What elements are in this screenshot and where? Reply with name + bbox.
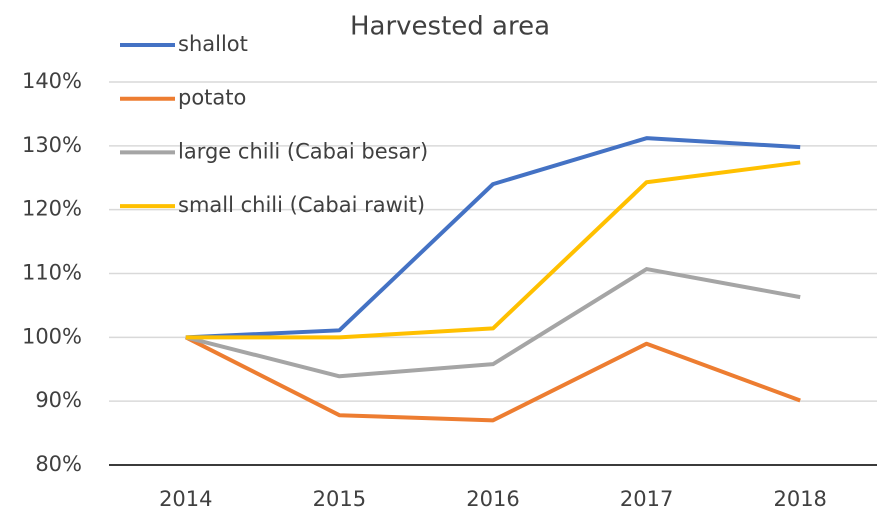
series-line (185, 267, 801, 379)
x-tick-label: 2016 (466, 487, 519, 511)
y-tick-label: 100% (22, 324, 82, 348)
y-tick-label: 130% (22, 133, 82, 157)
x-tick-label: 2015 (313, 487, 366, 511)
legend-label: potato (178, 86, 246, 110)
y-tick-label: 80% (35, 452, 82, 476)
y-tick-label: 110% (22, 261, 82, 285)
y-tick-label: 140% (22, 69, 82, 93)
x-tick-label: 2017 (620, 487, 673, 511)
legend-label: shallot (178, 32, 248, 56)
legend-label: small chili (Cabai rawit) (178, 193, 425, 217)
x-tick-label: 2014 (159, 487, 212, 511)
y-tick-label: 120% (22, 197, 82, 221)
y-tick-label: 90% (35, 388, 82, 412)
series-line (185, 136, 801, 340)
x-tick-label: 2018 (773, 487, 826, 511)
legend-label: large chili (Cabai besar) (178, 139, 428, 163)
chart-title: Harvested area (350, 12, 550, 42)
series-line (184, 335, 801, 423)
series-line (185, 160, 801, 340)
